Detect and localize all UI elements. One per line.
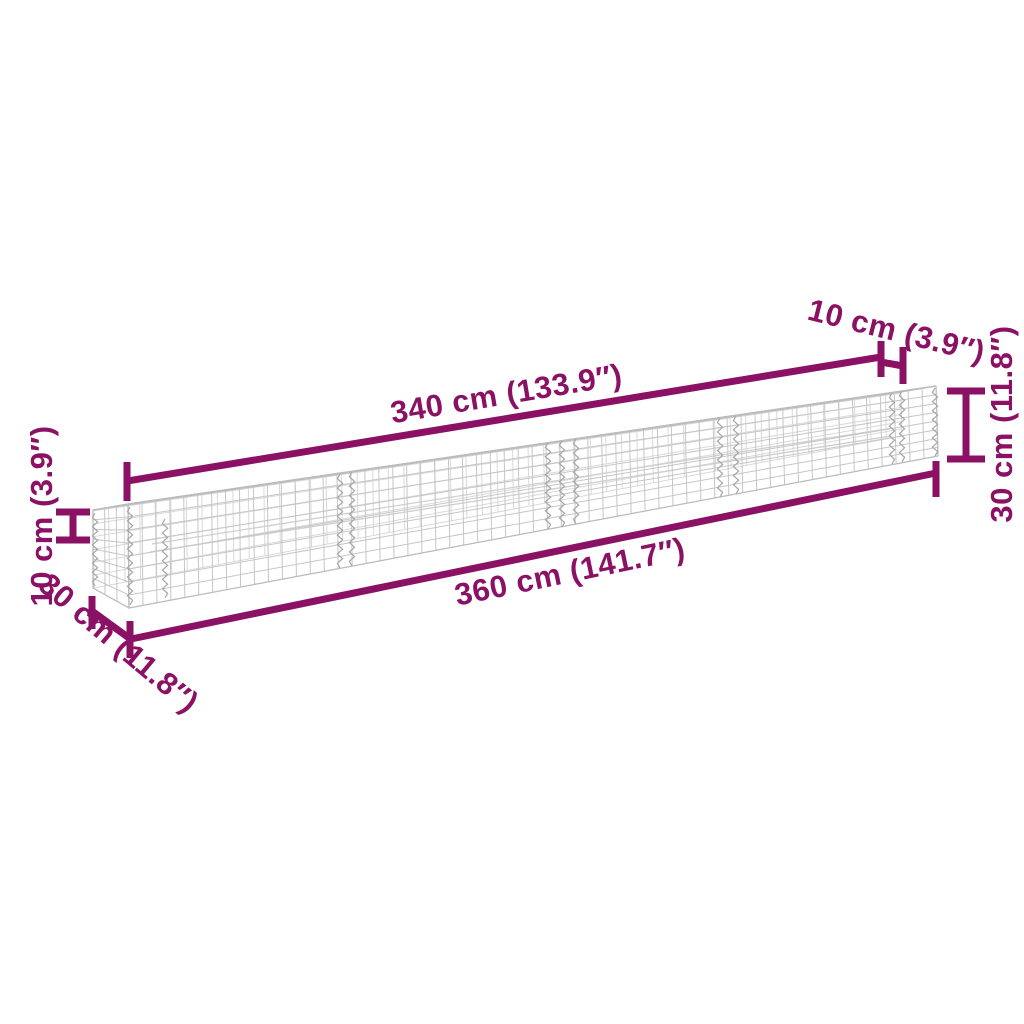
gabion-spiral-binders xyxy=(91,387,939,606)
line-30-depth xyxy=(89,608,132,641)
gabion-basket-mesh xyxy=(92,385,939,610)
dimension-lines xyxy=(56,341,985,658)
label-left-rim-height: 10 cm (3.9″) xyxy=(24,425,59,606)
bar-10-top xyxy=(880,358,904,370)
line-360 xyxy=(130,469,937,643)
line-340 xyxy=(126,353,882,485)
label-bottom-length: 360 cm (141.7″) xyxy=(452,531,689,613)
label-top-end-width: 10 cm (3.9″) xyxy=(804,292,988,370)
label-right-height: 30 cm (11.8″) xyxy=(984,325,1019,522)
